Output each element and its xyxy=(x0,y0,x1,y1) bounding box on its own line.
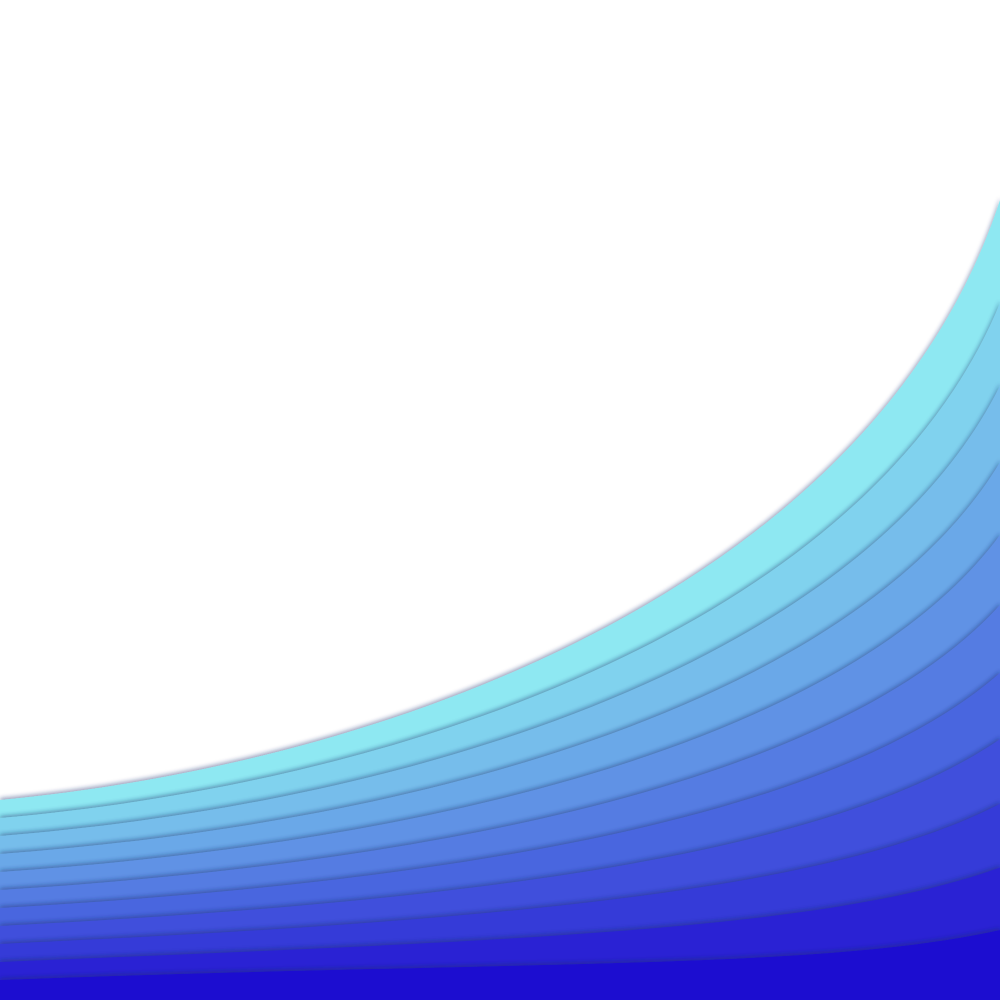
wave-bands xyxy=(0,200,1000,1000)
wave-band-11 xyxy=(0,930,1000,1000)
